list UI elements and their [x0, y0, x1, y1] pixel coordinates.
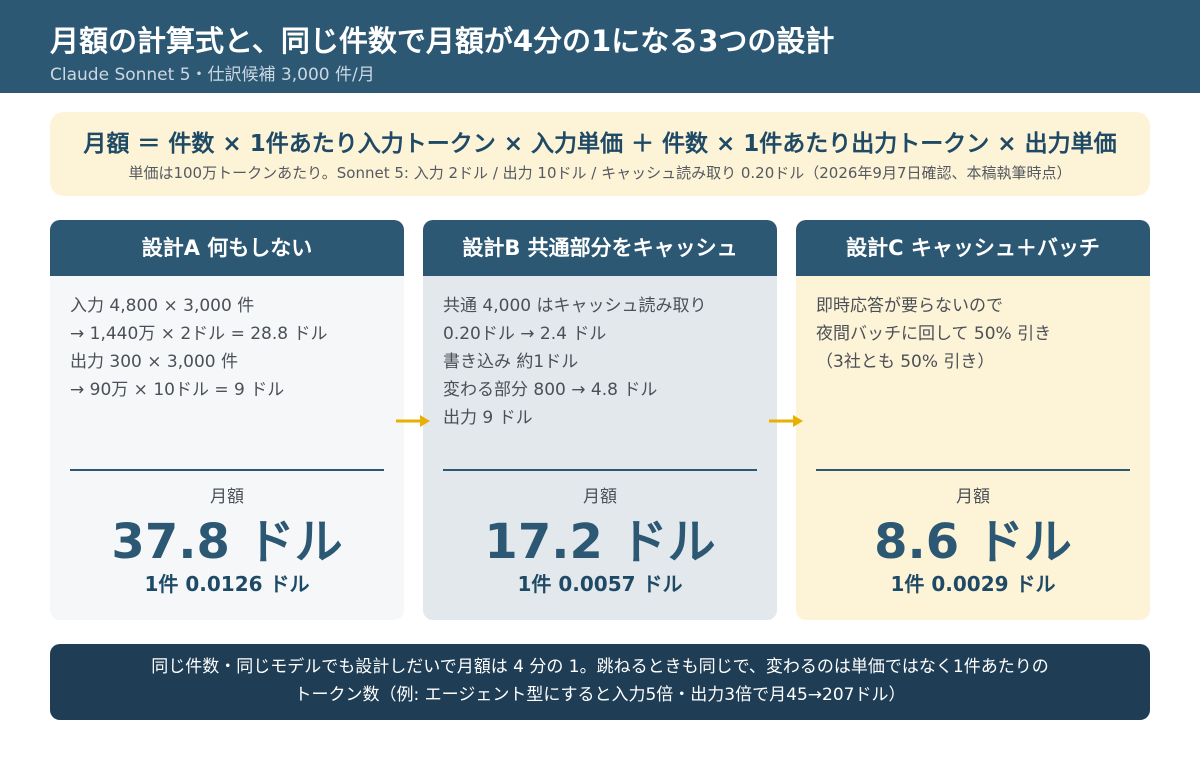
card-title: 設計A 何もしない [50, 220, 404, 276]
per-item-cost: 1件 0.0126 ドル [144, 572, 310, 596]
price-note: 単価は100万トークンあたり。Sonnet 5: 入力 2ドル / 出力 10ド… [128, 164, 1072, 182]
arrow-right-icon [769, 415, 803, 427]
summary-banner: 同じ件数・同じモデルでも設計しだいで月額は 4 分の 1。跳ねるときも同じで、変… [50, 644, 1150, 720]
detail-line: → 1,440万 × 2ドル = 28.8 ドル [70, 324, 328, 344]
detail-line: 変わる部分 800 → 4.8 ドル [443, 380, 658, 400]
detail-line: 出力 300 × 3,000 件 [70, 352, 238, 372]
per-item-cost: 1件 0.0057 ドル [517, 572, 683, 596]
summary-text: トークン数（例: エージェント型にすると入力5倍・出力3倍で月45→207ドル） [294, 685, 906, 705]
detail-line: → 90万 × 10ドル = 9 ドル [70, 380, 285, 400]
cost-formula: 月額 ＝ 件数 × 1件あたり入力トークン × 入力単価 ＋ 件数 × 1件あた… [83, 131, 1117, 157]
divider [816, 469, 1130, 471]
page-subtitle: Claude Sonnet 5・仕訳候補 3,000 件/月 [50, 65, 375, 85]
design-card-a: 設計A 何もしない 入力 4,800 × 3,000 件 → 1,440万 × … [50, 220, 404, 620]
monthly-label: 月額 [956, 487, 990, 507]
arrow-right-icon [396, 415, 430, 427]
monthly-amount: 37.8 ドル [111, 514, 343, 570]
card-details: 共通 4,000 はキャッシュ読み取り 0.20ドル → 2.4 ドル 書き込み… [443, 292, 763, 432]
divider [443, 469, 757, 471]
header-bar: 月額の計算式と、同じ件数で月額が4分の1になる3つの設計 Claude Sonn… [0, 0, 1200, 93]
monthly-amount: 8.6 ドル [874, 514, 1072, 570]
monthly-label: 月額 [583, 487, 617, 507]
detail-line: 入力 4,800 × 3,000 件 [70, 296, 255, 316]
detail-line: 即時応答が要らないので [816, 296, 1003, 316]
page-title: 月額の計算式と、同じ件数で月額が4分の1になる3つの設計 [50, 24, 835, 58]
monthly-amount: 17.2 ドル [484, 514, 716, 570]
detail-line: 書き込み 約1ドル [443, 352, 579, 372]
card-title: 設計C キャッシュ＋バッチ [796, 220, 1150, 276]
formula-panel: 月額 ＝ 件数 × 1件あたり入力トークン × 入力単価 ＋ 件数 × 1件あた… [50, 112, 1150, 196]
summary-text: 同じ件数・同じモデルでも設計しだいで月額は 4 分の 1。跳ねるときも同じで、変… [151, 657, 1049, 677]
detail-line: 0.20ドル → 2.4 ドル [443, 324, 607, 344]
detail-line: 共通 4,000 はキャッシュ読み取り [443, 296, 707, 316]
card-details: 入力 4,800 × 3,000 件 → 1,440万 × 2ドル = 28.8… [70, 292, 390, 404]
design-card-c: 設計C キャッシュ＋バッチ 即時応答が要らないので 夜間バッチに回して 50% … [796, 220, 1150, 620]
card-title: 設計B 共通部分をキャッシュ [423, 220, 777, 276]
card-details: 即時応答が要らないので 夜間バッチに回して 50% 引き （3社とも 50% 引… [816, 292, 1136, 376]
detail-line: 夜間バッチに回して 50% 引き [816, 324, 1052, 344]
design-card-b: 設計B 共通部分をキャッシュ 共通 4,000 はキャッシュ読み取り 0.20ド… [423, 220, 777, 620]
divider [70, 469, 384, 471]
detail-line: 出力 9 ドル [443, 408, 533, 428]
monthly-label: 月額 [210, 487, 244, 507]
detail-line: （3社とも 50% 引き） [816, 352, 995, 372]
per-item-cost: 1件 0.0029 ドル [890, 572, 1056, 596]
